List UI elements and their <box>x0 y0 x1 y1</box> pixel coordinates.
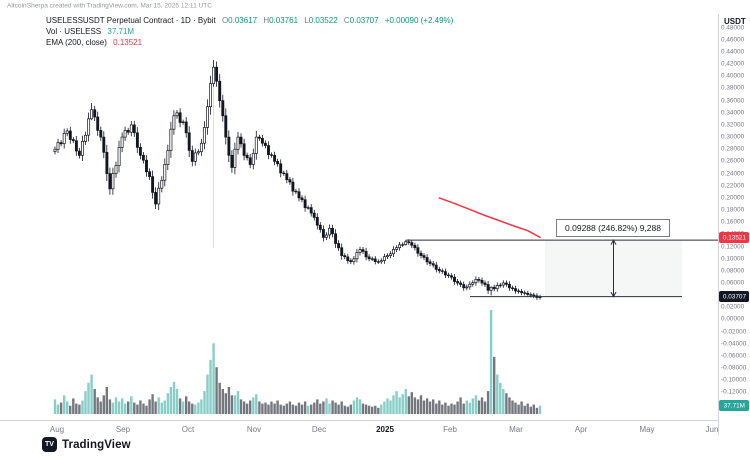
footer: TV TradingView <box>42 437 131 452</box>
volume-bars <box>53 310 542 414</box>
legend-volume-row[interactable]: Vol · USELESS 37.71M <box>46 26 453 37</box>
price-tick: -0.02000 <box>721 327 747 335</box>
price-tick: 0.00000 <box>721 315 745 323</box>
price-tick: 0.48000 <box>721 23 745 31</box>
time-label: Dec <box>311 425 327 434</box>
close-value: 0.03707 <box>349 16 379 25</box>
symbol-title: USELESSUSDT Perpetual Contract · 1D · By… <box>46 16 216 25</box>
time-label-year: 2025 <box>376 425 394 434</box>
time-label: Apr <box>574 425 588 434</box>
close-key: C <box>343 16 350 25</box>
time-label: Oct <box>181 425 195 434</box>
price-tick: 0.02000 <box>721 303 745 311</box>
price-tick: 0.30000 <box>721 132 745 141</box>
price-axis[interactable]: USDT <box>718 14 750 435</box>
price-tick: 0.42000 <box>721 60 745 68</box>
price-tick: 0.32000 <box>721 120 745 129</box>
price-tick: 0.06000 <box>721 278 745 287</box>
tradingview-logo-icon[interactable]: TV <box>42 437 57 452</box>
low-key: L <box>304 16 309 25</box>
price-tick: 0.34000 <box>721 108 745 116</box>
currency-label: USDT <box>724 17 746 26</box>
candlesticks <box>53 59 542 300</box>
time-label: Sep <box>115 425 131 434</box>
time-label: Aug <box>49 425 65 434</box>
low-value: 0.03522 <box>308 16 338 25</box>
ema-value: 0.13521 <box>113 38 143 47</box>
price-tick: 0.16000 <box>721 218 745 226</box>
measure-vline[interactable] <box>610 239 617 298</box>
price-tick: 0.24000 <box>721 169 745 177</box>
price-tick: 0.10000 <box>721 254 745 262</box>
price-tick: 0.22000 <box>721 181 745 189</box>
volume-label: Vol · USELESS <box>46 27 102 36</box>
time-label: Nov <box>246 425 262 434</box>
high-value: 0.03761 <box>269 16 299 25</box>
ema-label: EMA (200, close) <box>46 38 107 47</box>
open-value: 0.03617 <box>228 16 258 25</box>
price-tick: 0.18000 <box>721 205 745 214</box>
change-value: +0.00090 (+2.49%) <box>384 16 454 25</box>
ema-badge: 0.13521 <box>719 231 749 243</box>
legend-ema-row[interactable]: EMA (200, close) 0.13521 <box>46 37 453 48</box>
price-tick: 0.12000 <box>721 242 745 250</box>
volume-badge: 37.71M <box>719 400 749 411</box>
volume-value: 37.71M <box>107 27 135 36</box>
price-tick: 0.20000 <box>721 193 745 201</box>
legend-symbol-row[interactable]: USELESSUSDT Perpetual Contract · 1D · By… <box>46 15 453 26</box>
price-tick: 0.40000 <box>721 72 745 80</box>
price-tick: -0.04000 <box>721 339 747 347</box>
open-key: O <box>221 16 229 25</box>
price-tick: 0.36000 <box>721 96 745 104</box>
price-tick: -0.12000 <box>721 388 747 396</box>
price-tick: -0.08000 <box>721 364 747 372</box>
price-tick: -0.10000 <box>721 376 747 384</box>
price-tick: 0.28000 <box>721 145 745 153</box>
time-label: May <box>639 425 655 434</box>
last-price-badge: 0.03707 <box>719 291 749 303</box>
price-tick: 0.38000 <box>721 84 745 92</box>
time-label: Mar <box>509 425 523 434</box>
measure-label[interactable]: 0.09288 (246.82%) 9,288 <box>556 219 670 237</box>
high-key: H <box>263 16 270 25</box>
price-tick: 0.44000 <box>721 47 745 56</box>
ema-line[interactable] <box>438 197 541 239</box>
time-label: Feb <box>443 425 457 434</box>
price-tick: 0.26000 <box>721 157 745 165</box>
time-label: Jun <box>705 425 719 434</box>
price-tick: -0.06000 <box>721 351 747 360</box>
price-tick: 0.46000 <box>721 35 745 43</box>
tradingview-logo[interactable]: TradingView <box>62 438 131 451</box>
time-axis[interactable]: Aug Sep Oct Nov Dec 2025 Feb Mar Apr May Jun <box>0 420 718 436</box>
attribution-text: AltcoinSherpa created with TradingView.c… <box>7 2 213 10</box>
price-tick: 0.08000 <box>721 266 745 274</box>
legend: USELESSUSDT Perpetual Contract · 1D · By… <box>46 15 453 48</box>
